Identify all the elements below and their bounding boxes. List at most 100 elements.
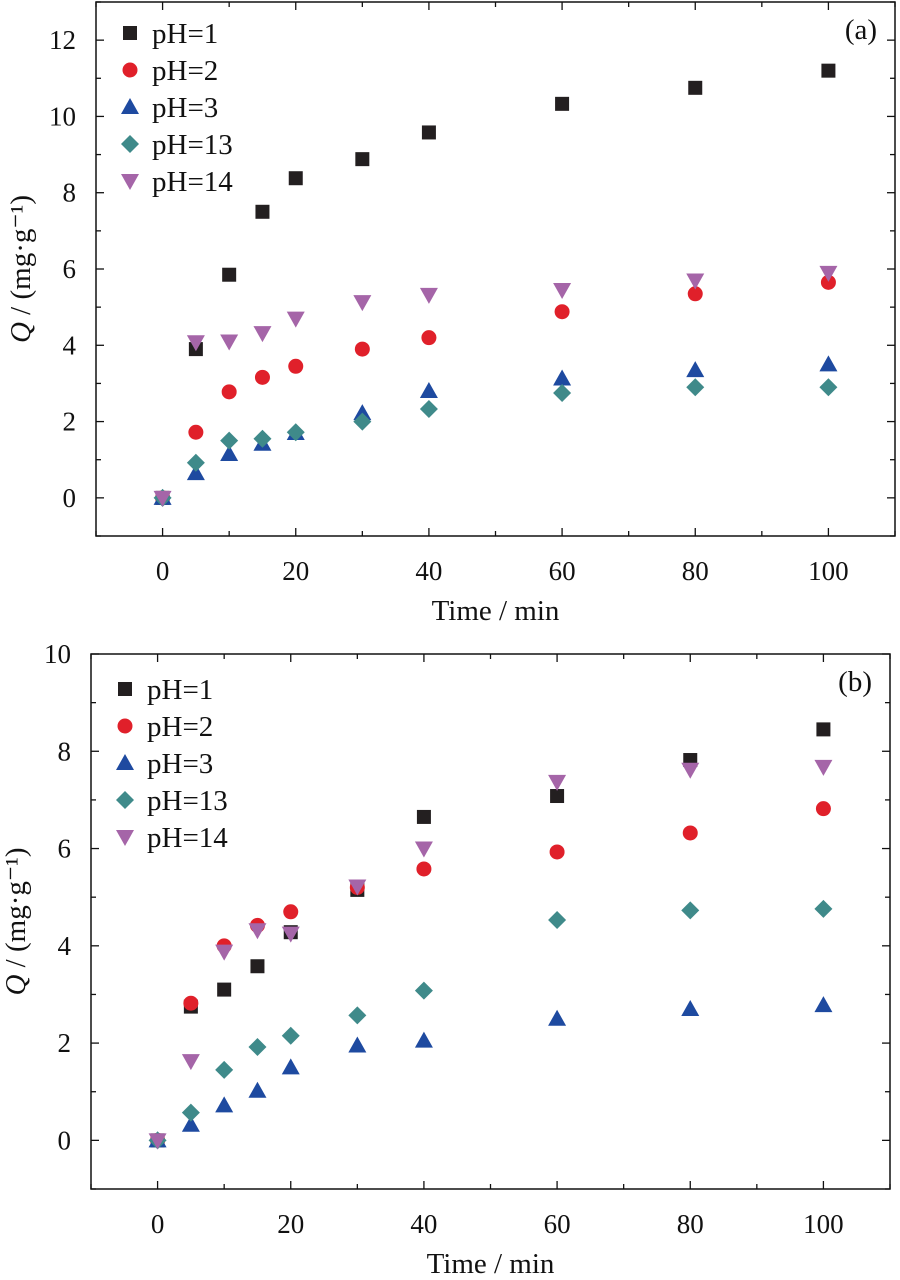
series-ph-3 — [148, 996, 833, 1148]
series-ph-1 — [150, 722, 831, 1148]
data-point — [419, 287, 438, 304]
legend-marker — [116, 830, 134, 846]
legend-label: pH=13 — [152, 129, 233, 161]
data-point — [681, 901, 700, 920]
y-tick-label: 12 — [49, 25, 76, 55]
data-point — [414, 841, 433, 858]
data-point — [419, 382, 438, 399]
y-tick-label: 0 — [58, 1125, 72, 1155]
x-tick-label: 40 — [410, 1209, 437, 1239]
x-tick-label: 40 — [415, 556, 442, 586]
data-point — [221, 384, 237, 400]
data-point — [181, 1115, 200, 1132]
data-point — [815, 801, 831, 817]
data-point — [281, 1026, 300, 1045]
legend-label: pH=2 — [147, 711, 213, 743]
data-point — [555, 96, 570, 111]
data-point — [215, 1096, 234, 1113]
series-ph-13 — [148, 899, 833, 1150]
legend-label: pH=14 — [147, 822, 228, 854]
data-point — [421, 125, 436, 140]
panel-label: (a) — [845, 14, 877, 46]
data-point — [414, 1031, 433, 1048]
data-point — [153, 490, 172, 507]
data-point — [686, 361, 705, 378]
x-tick-label: 0 — [151, 1209, 165, 1239]
data-point — [348, 879, 367, 896]
legend-label: pH=1 — [147, 674, 213, 706]
y-tick-label: 0 — [63, 483, 77, 513]
x-tick-label: 80 — [682, 556, 709, 586]
data-point — [248, 1081, 267, 1098]
legend-marker — [117, 718, 133, 734]
data-point — [286, 423, 305, 442]
data-point — [686, 273, 705, 290]
data-point — [819, 355, 838, 372]
data-point — [355, 152, 370, 167]
data-point — [419, 399, 438, 418]
data-point — [354, 341, 370, 357]
data-point — [220, 444, 239, 461]
legend-label: pH=1 — [152, 18, 218, 50]
data-point — [814, 996, 833, 1013]
y-tick-label: 4 — [63, 330, 77, 360]
data-point — [681, 762, 700, 779]
x-tick-label: 80 — [677, 1209, 704, 1239]
data-point — [553, 282, 572, 299]
data-point — [215, 944, 234, 961]
data-point — [353, 295, 372, 312]
legend: pH=1 pH=2 pH=3 pH=13 pH=14 — [116, 674, 228, 854]
data-point — [217, 982, 232, 997]
data-point — [222, 267, 237, 282]
data-point — [548, 774, 567, 791]
y-axis-title: Q / (mg·g⁻¹) — [0, 847, 32, 995]
data-point — [248, 1037, 267, 1056]
data-point — [549, 844, 565, 860]
data-point — [253, 326, 272, 343]
x-axis-title: Time / min — [427, 1248, 555, 1280]
legend-marker — [121, 174, 139, 190]
data-point — [183, 995, 199, 1011]
data-point — [814, 759, 833, 776]
legend-label: pH=14 — [152, 166, 233, 198]
x-tick-label: 20 — [277, 1209, 304, 1239]
panel-label: (b) — [838, 666, 872, 698]
panel-b: 0 20 40 60 80 100 0 2 4 6 8 10 Time / min Q / (mg·g⁻¹… — [0, 639, 891, 1280]
series-ph-14 — [153, 265, 838, 507]
data-point — [281, 1058, 300, 1075]
data-point — [215, 1060, 234, 1079]
series-ph-2 — [155, 274, 836, 506]
y-tick-label: 2 — [63, 407, 77, 437]
legend-marker — [116, 754, 134, 770]
y-tick-label: 8 — [63, 178, 77, 208]
data-point — [248, 923, 267, 940]
series-ph-14 — [148, 759, 833, 1150]
legend-marker — [123, 26, 137, 40]
data-point — [550, 789, 565, 804]
x-tick-label: 0 — [156, 556, 170, 586]
data-point — [414, 981, 433, 1000]
data-point — [553, 383, 572, 402]
legend-label: pH=3 — [152, 92, 218, 124]
data-point — [421, 330, 437, 346]
data-point — [416, 861, 432, 877]
data-point — [250, 959, 265, 974]
legend-label: pH=13 — [147, 785, 228, 817]
y-tick-label: 6 — [63, 254, 77, 284]
x-tick-label: 100 — [808, 556, 849, 586]
data-point — [286, 311, 305, 328]
series-ph-1 — [155, 63, 836, 505]
legend: pH=1 pH=2 pH=3 pH=13 pH=14 — [121, 18, 233, 198]
legend-marker — [121, 135, 139, 153]
x-tick-label: 60 — [544, 1209, 571, 1239]
data-point — [288, 358, 304, 374]
data-point — [687, 286, 703, 302]
legend-marker — [121, 98, 139, 114]
data-point — [820, 274, 836, 290]
series-ph-13 — [153, 378, 838, 507]
legend-marker — [116, 791, 134, 809]
data-point — [681, 1000, 700, 1017]
data-point — [686, 378, 705, 397]
data-point — [220, 334, 239, 351]
